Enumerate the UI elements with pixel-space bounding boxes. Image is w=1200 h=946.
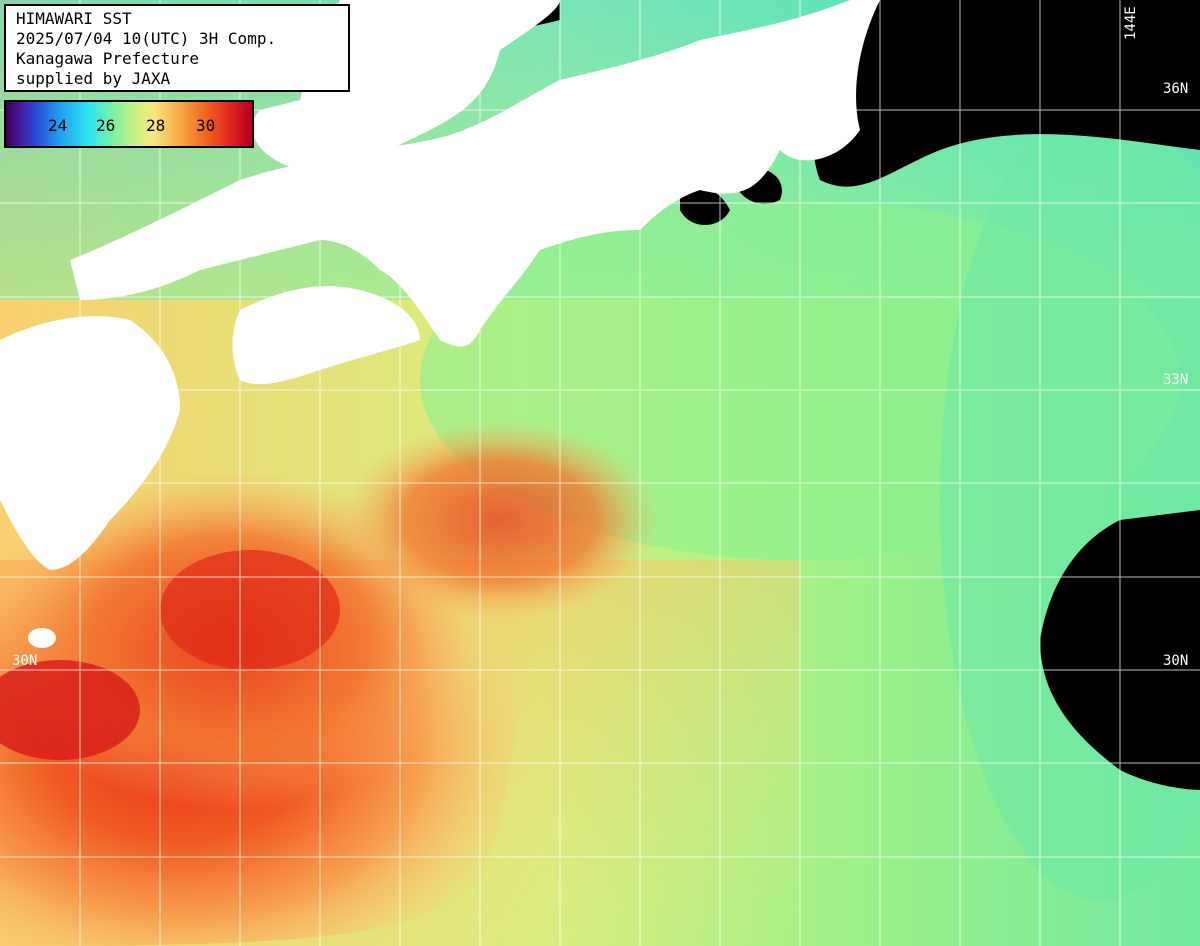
lat-label-30n-right: 30N bbox=[1163, 653, 1189, 669]
title-line-3: Kanagawa Prefecture bbox=[16, 49, 200, 68]
lon-label-144e: 144E bbox=[1123, 6, 1139, 40]
cloud-mask-north-center bbox=[680, 186, 730, 225]
land-honshu bbox=[70, 0, 880, 347]
land-island-3 bbox=[0, 400, 12, 480]
warm-eddy-center bbox=[340, 420, 660, 620]
legend-tick-24: 24 bbox=[48, 116, 68, 135]
temperature-color-scale: 24 26 28 30 bbox=[4, 100, 254, 148]
title-line-2: 2025/07/04 10(UTC) 3H Comp. bbox=[16, 29, 277, 48]
title-line-1: HIMAWARI SST bbox=[16, 9, 132, 28]
cloud-mask-north-east-2 bbox=[980, 0, 1200, 120]
title-line-4: supplied by JAXA bbox=[16, 69, 171, 88]
hot-spot-west bbox=[0, 660, 140, 760]
legend-tick-26: 26 bbox=[96, 116, 116, 135]
lat-label-30n-left: 30N bbox=[12, 653, 38, 669]
land-island-1 bbox=[28, 628, 56, 648]
land-island-2 bbox=[12, 422, 40, 458]
legend-tick-28: 28 bbox=[146, 116, 166, 135]
lat-label-33n: 33N bbox=[1163, 372, 1189, 388]
land-shikoku bbox=[232, 286, 420, 385]
hot-spot-core bbox=[160, 550, 340, 670]
title-box: HIMAWARI SST 2025/07/04 10(UTC) 3H Comp.… bbox=[4, 4, 350, 92]
legend-tick-30: 30 bbox=[196, 116, 216, 135]
lat-label-36n: 36N bbox=[1163, 81, 1189, 97]
land-kyushu bbox=[0, 316, 180, 570]
lon-label-126e: 126E bbox=[483, 10, 499, 44]
